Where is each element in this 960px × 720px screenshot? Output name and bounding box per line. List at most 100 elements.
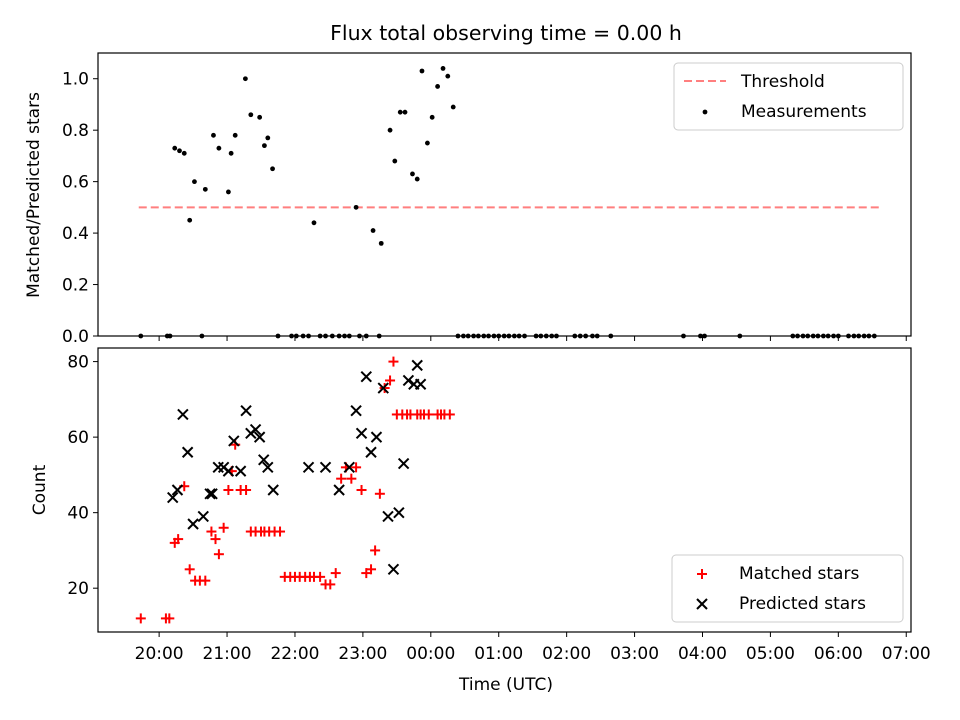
matched-star-point — [370, 545, 381, 556]
top-y-tick-label: 0.2 — [62, 276, 89, 296]
matched-star-point — [388, 356, 399, 367]
top-legend: Threshold Measurements — [673, 62, 904, 131]
predicted-star-point — [212, 461, 224, 474]
bottom-panel: 20 40 60 80 20:00 21:00 22:00 23:00 00:00 01:00 02… — [30, 347, 931, 695]
top-y-tick-label: 0.0 — [62, 327, 89, 347]
bottom-legend: Matched stars Predicted stars — [671, 554, 904, 623]
bottom-y-tick-label: 20 — [67, 579, 89, 599]
measurement-point — [410, 171, 415, 177]
measurement-point — [216, 145, 222, 151]
measurement-point — [228, 150, 234, 156]
bottom-y-tick-label: 80 — [67, 353, 89, 373]
predicted-star-point — [177, 408, 189, 421]
matched-star-point — [218, 522, 229, 533]
matched-star-point — [210, 534, 221, 545]
legend-matched-marker — [697, 569, 707, 579]
measurement-point — [226, 189, 231, 195]
legend-threshold-label: Threshold — [740, 72, 825, 92]
bottom-x-tick-label: 07:00 — [882, 644, 931, 664]
predicted-star-point — [411, 359, 423, 372]
predicted-star-point — [206, 488, 218, 500]
matched-star-point — [330, 568, 341, 579]
bottom-x-tick-label: 06:00 — [814, 644, 863, 664]
predicted-star-point — [204, 488, 216, 500]
measurement-point — [242, 76, 248, 82]
measurement-point — [435, 84, 440, 89]
measurement-point — [311, 220, 317, 226]
measurement-point — [202, 186, 208, 192]
predicted-star-point — [197, 510, 209, 523]
chart-title: Flux total observing time = 0.00 h — [330, 21, 682, 45]
legend-measurements-label: Measurements — [741, 102, 867, 122]
bottom-xlabel: Time (UTC) — [458, 675, 553, 695]
top-y-tick-label: 0.4 — [62, 224, 89, 244]
measurement-point — [353, 204, 359, 210]
matched-star-point — [173, 534, 184, 545]
matched-star-point — [164, 613, 175, 624]
matched-star-point — [385, 375, 396, 386]
top-ylabel: Matched/Predicted stars — [24, 92, 44, 298]
matched-star-point — [444, 409, 455, 420]
predicted-star-point — [228, 435, 240, 447]
predicted-star-point — [414, 378, 427, 390]
predicted-star-point — [382, 510, 394, 523]
measurement-point — [172, 145, 178, 151]
top-y-tick-label: 0.6 — [62, 173, 89, 193]
top-axes-frame — [97, 52, 912, 337]
bottom-x-tick-label: 23:00 — [338, 644, 387, 664]
bottom-axis-ticks: 20 40 60 80 20:00 21:00 22:00 23:00 00:00 01:00 02… — [67, 353, 930, 664]
measurement-point — [262, 143, 267, 149]
predicted-star-point — [253, 431, 266, 443]
legend-measurements-marker — [702, 109, 708, 115]
measurement-point — [402, 109, 408, 115]
predicted-star-point — [222, 465, 235, 477]
predicted-star-point — [387, 563, 400, 576]
matched-star-point — [213, 549, 224, 560]
predicted-star-point — [397, 457, 410, 470]
measurement-point — [378, 240, 384, 246]
predicted-star-point — [333, 484, 345, 496]
matched-star-point — [223, 485, 234, 495]
measurement-point — [177, 148, 182, 154]
bottom-plot-area — [135, 356, 455, 624]
bottom-x-tick-label: 00:00 — [406, 644, 455, 664]
measurement-point — [414, 176, 420, 182]
measurement-point — [440, 66, 446, 71]
measurement-point — [370, 228, 376, 233]
top-legend-box — [673, 62, 904, 131]
predicted-star-point — [350, 404, 362, 417]
matched-star-point — [315, 571, 326, 582]
bottom-y-tick-label: 60 — [67, 428, 89, 448]
predicted-star-point — [370, 431, 383, 443]
bottom-x-tick-label: 04:00 — [678, 644, 727, 664]
measurement-point — [397, 109, 403, 115]
top-y-tick-label: 1.0 — [62, 70, 89, 90]
measurement-point — [270, 166, 275, 172]
matched-star-point — [366, 564, 377, 575]
measurement-point — [181, 150, 187, 156]
measurement-point — [232, 132, 238, 138]
bottom-x-tick-label: 20:00 — [135, 644, 184, 664]
predicted-star-point — [240, 404, 252, 417]
predicted-star-point — [402, 374, 415, 387]
measurement-point — [392, 158, 398, 164]
legend-predicted-marker — [696, 598, 708, 610]
predicted-star-point — [360, 370, 372, 383]
measurement-point — [248, 112, 254, 118]
matched-star-point — [135, 613, 146, 624]
bottom-x-tick-label: 22:00 — [270, 644, 319, 664]
predicted-star-point — [171, 484, 184, 496]
legend-predicted-symbol — [696, 598, 708, 610]
predicted-star-point — [187, 518, 199, 530]
measurement-point — [387, 127, 393, 133]
predicted-star-point — [167, 491, 179, 504]
bottom-ylabel: Count — [30, 464, 50, 515]
predicted-star-point — [319, 461, 332, 474]
measurement-point — [192, 179, 197, 185]
measurement-point — [419, 68, 425, 74]
matched-star-point — [374, 488, 385, 499]
measurement-point — [425, 140, 430, 146]
matched-star-point — [356, 485, 367, 495]
matched-star-point — [325, 579, 336, 590]
matched-star-point — [184, 564, 195, 575]
